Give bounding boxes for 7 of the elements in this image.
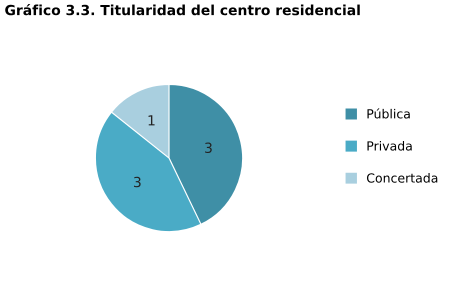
data-label: 1: [148, 115, 155, 126]
data-label: 3: [205, 142, 212, 154]
legend-label: Concertada: [366, 173, 438, 183]
legend-label: Pública: [367, 108, 410, 119]
legend-label: Privada: [367, 140, 412, 151]
chart-title: Gráfico 3.3. Titularidad del centro residencial: [5, 4, 360, 16]
data-label: 3: [134, 176, 141, 188]
